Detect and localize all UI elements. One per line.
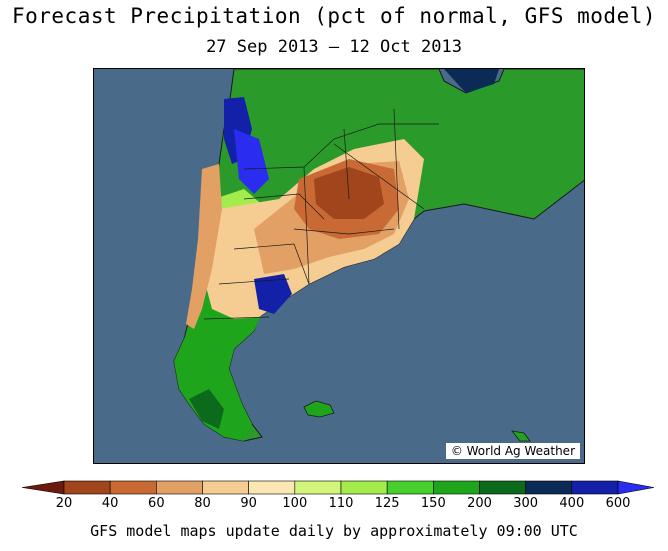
legend-swatch — [156, 480, 203, 495]
legend-tick-label: 400 — [559, 496, 585, 511]
color-legend: 20 40 60 80 90 100 110 125 150 200 300 400 600 — [22, 478, 654, 516]
legend-swatch — [202, 480, 249, 495]
zone-blue-patagonia — [254, 274, 292, 314]
zone-dark-orange — [314, 167, 384, 219]
legend-tick-label: 200 — [467, 496, 492, 511]
legend-swatch — [525, 480, 573, 495]
legend-swatch — [479, 480, 526, 495]
south-georgia — [511, 430, 531, 442]
legend-tick-label: 80 — [194, 496, 211, 511]
legend-tick-label: 600 — [605, 496, 631, 511]
legend-swatch — [109, 480, 157, 495]
legend-arrow-high — [617, 480, 654, 495]
legend-bar — [22, 480, 654, 495]
map-graphic — [173, 69, 584, 442]
legend-tick-label: 100 — [282, 496, 308, 511]
copyright-credit: © World Ag Weather — [445, 443, 580, 459]
legend-swatches — [22, 480, 654, 495]
legend-tick-label: 300 — [513, 496, 539, 511]
map-title: Forecast Precipitation (pct of normal, G… — [11, 4, 656, 28]
update-note: GFS model maps update daily by approxima… — [90, 522, 578, 540]
legend-swatch — [433, 480, 480, 495]
legend-tick-label: 110 — [328, 496, 354, 511]
legend-swatch — [571, 480, 619, 495]
legend-tick-label: 60 — [148, 496, 165, 511]
legend-swatch — [248, 480, 296, 495]
zone-west-dry — [186, 164, 222, 329]
legend-tick-label: 40 — [101, 496, 119, 511]
falkland-islands — [303, 400, 335, 418]
province-borders — [203, 108, 439, 320]
legend-swatch — [340, 480, 388, 495]
legend-swatch — [294, 480, 342, 495]
legend-tick-label: 125 — [374, 496, 400, 511]
legend-swatch — [63, 480, 111, 495]
zone-blue-ne — [444, 69, 499, 93]
legend-tick-label: 20 — [55, 496, 73, 511]
zone-dark-green-tip — [189, 389, 224, 429]
precipitation-map: © World Ag Weather — [93, 68, 585, 464]
legend-swatch — [386, 480, 434, 495]
date-range: 27 Sep 2013 – 12 Oct 2013 — [206, 37, 462, 57]
zone-blue-central — [234, 129, 269, 194]
legend-arrow-low — [22, 480, 65, 495]
legend-tick-label: 150 — [420, 496, 446, 511]
legend-tick-label: 90 — [240, 496, 257, 511]
